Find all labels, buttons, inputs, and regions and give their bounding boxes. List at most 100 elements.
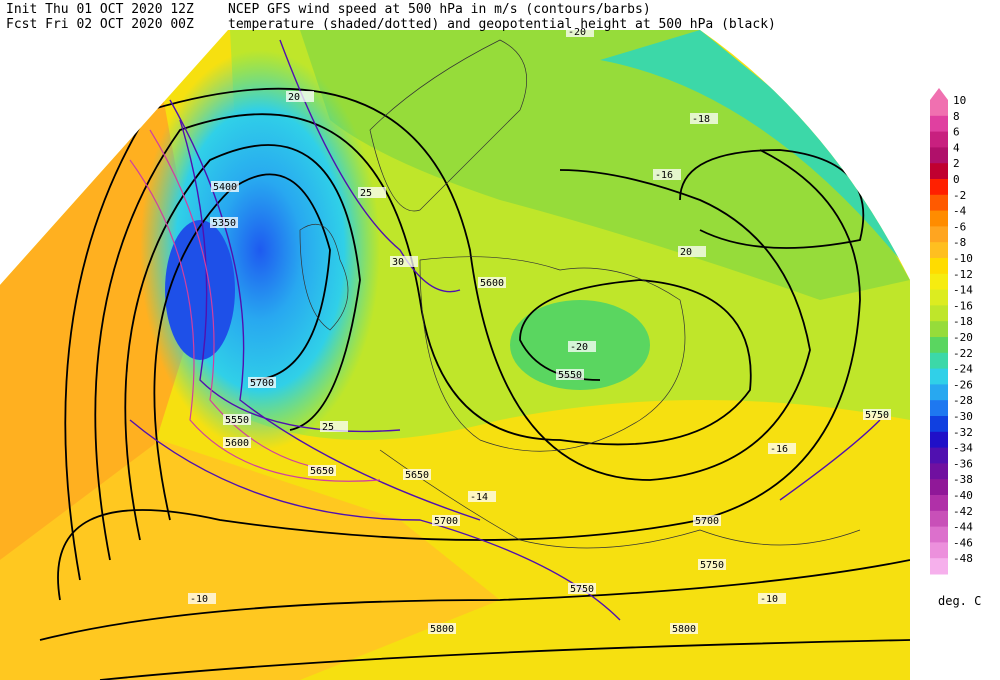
- colorbar-swatch: [930, 131, 948, 148]
- colorbar-swatch: [930, 384, 948, 401]
- label-box: [568, 583, 596, 594]
- contour-label: 5600: [480, 278, 504, 289]
- title-line: temperature (shaded/dotted) and geopoten…: [228, 17, 776, 32]
- colorbar-swatch: [930, 352, 948, 370]
- colorbar-label: -16: [953, 299, 973, 312]
- colorbar-swatch: [930, 163, 948, 180]
- label-box: [863, 409, 891, 420]
- colorbar-label: -4: [953, 205, 967, 218]
- label-box: [670, 623, 698, 634]
- colorbar-swatch: [930, 226, 948, 243]
- contour-label: 5700: [250, 378, 274, 389]
- label-box: [478, 277, 506, 288]
- map-labels: 5400 5350 5700 5600 5550 5650 5700 5750 5800 5750…: [188, 26, 891, 635]
- contour-label: -10: [760, 594, 778, 605]
- colorbar-label: -6: [953, 220, 966, 233]
- colorbar-swatch: [930, 210, 948, 227]
- colorbar-label: -2: [953, 189, 966, 202]
- colorbar-label: -20: [953, 331, 973, 344]
- colorbar-label: -46: [953, 536, 973, 549]
- colorbar-label: -34: [953, 442, 973, 455]
- label-box: [403, 469, 431, 480]
- label-box: [188, 593, 216, 604]
- contour-label: -20: [568, 27, 586, 38]
- colorbar-swatch: [930, 431, 948, 449]
- colorbar-label: -32: [953, 426, 973, 439]
- contour-label: 5400: [213, 182, 237, 193]
- contour-label: 5700: [695, 516, 719, 527]
- contour-label: 5750: [865, 410, 889, 421]
- colorbar-swatch: [930, 289, 948, 306]
- coastlines: [299, 39, 861, 549]
- label-box: [678, 246, 706, 257]
- colorbar-arrow: [930, 88, 948, 100]
- colorbar-swatch: [930, 337, 948, 354]
- contour-label: -20: [570, 342, 588, 353]
- colorbar-label: -12: [953, 268, 973, 281]
- label-box: [320, 421, 348, 432]
- colorbar-swatch: [930, 368, 948, 385]
- colorbar-label: 8: [953, 110, 960, 123]
- label-box: [690, 113, 718, 124]
- label-box: [223, 437, 251, 448]
- colorbar-swatch: [930, 447, 948, 464]
- init-time: Init Thu 01 OCT 2020 12Z: [6, 2, 194, 17]
- label-box: [556, 369, 584, 380]
- colorbar: 10 8 6 4 2 0 -2 -4 -6 -8 -10 -12 -14 -16 -18 -20 -22 -24 -…: [930, 88, 973, 575]
- contour-label: 20: [288, 92, 300, 103]
- contour-label: 5650: [405, 470, 429, 481]
- label-box: [566, 26, 594, 37]
- wind-contours: [129, 129, 381, 482]
- contour-label: 5750: [700, 560, 724, 571]
- label-box: [286, 91, 314, 102]
- label-box: [653, 169, 681, 180]
- colorbar-swatch: [930, 558, 948, 575]
- colorbar-label: -48: [953, 552, 973, 565]
- contour-label: 30: [392, 257, 404, 268]
- label-box: [768, 443, 796, 454]
- colorbar-swatch: [930, 495, 948, 512]
- contour-label: -14: [470, 492, 488, 503]
- label-box: [358, 187, 386, 198]
- label-box: [223, 414, 251, 425]
- label-box: [308, 465, 336, 476]
- contour-label: 5550: [225, 415, 249, 426]
- contour-label: -10: [190, 594, 208, 605]
- contour-label: -18: [692, 114, 710, 125]
- colorbar-label: 0: [953, 173, 960, 186]
- colorbar-label: -24: [953, 363, 973, 376]
- label-box: [428, 623, 456, 634]
- colorbar-swatch: [930, 416, 948, 433]
- contour-label: -16: [655, 170, 673, 181]
- colorbar-label: -26: [953, 378, 973, 391]
- contour-label: 25: [360, 188, 372, 199]
- label-box: [698, 559, 726, 570]
- contour-label: 5700: [434, 516, 458, 527]
- shading: [0, 440, 500, 680]
- colorbar-label: -8: [953, 236, 966, 249]
- contour-label: 5800: [672, 624, 696, 635]
- colorbar-label: 10: [953, 94, 966, 107]
- colorbar-label: -10: [953, 252, 973, 265]
- shading: [600, 30, 910, 260]
- label-box: [390, 256, 418, 267]
- colorbar-swatch: [930, 321, 948, 338]
- contour-label: 5600: [225, 438, 249, 449]
- forecast-time: Fcst Fri 02 OCT 2020 00Z: [6, 17, 194, 32]
- colorbar-label: -18: [953, 315, 973, 328]
- colorbar-label: 2: [953, 157, 960, 170]
- contour-label: 5550: [558, 370, 582, 381]
- contour-label: 20: [680, 247, 692, 258]
- label-box: [432, 515, 460, 526]
- colorbar-swatch: [930, 273, 948, 291]
- colorbar-label: -30: [953, 410, 973, 423]
- colorbar-swatch: [930, 542, 948, 559]
- colorbar-label: -38: [953, 473, 973, 486]
- colorbar-label: -42: [953, 505, 973, 518]
- colorbar-swatch: [930, 242, 948, 259]
- colorbar-swatch: [930, 305, 948, 322]
- colorbar-label: -14: [953, 284, 973, 297]
- colorbar-label: -40: [953, 489, 973, 502]
- label-box: [568, 341, 596, 352]
